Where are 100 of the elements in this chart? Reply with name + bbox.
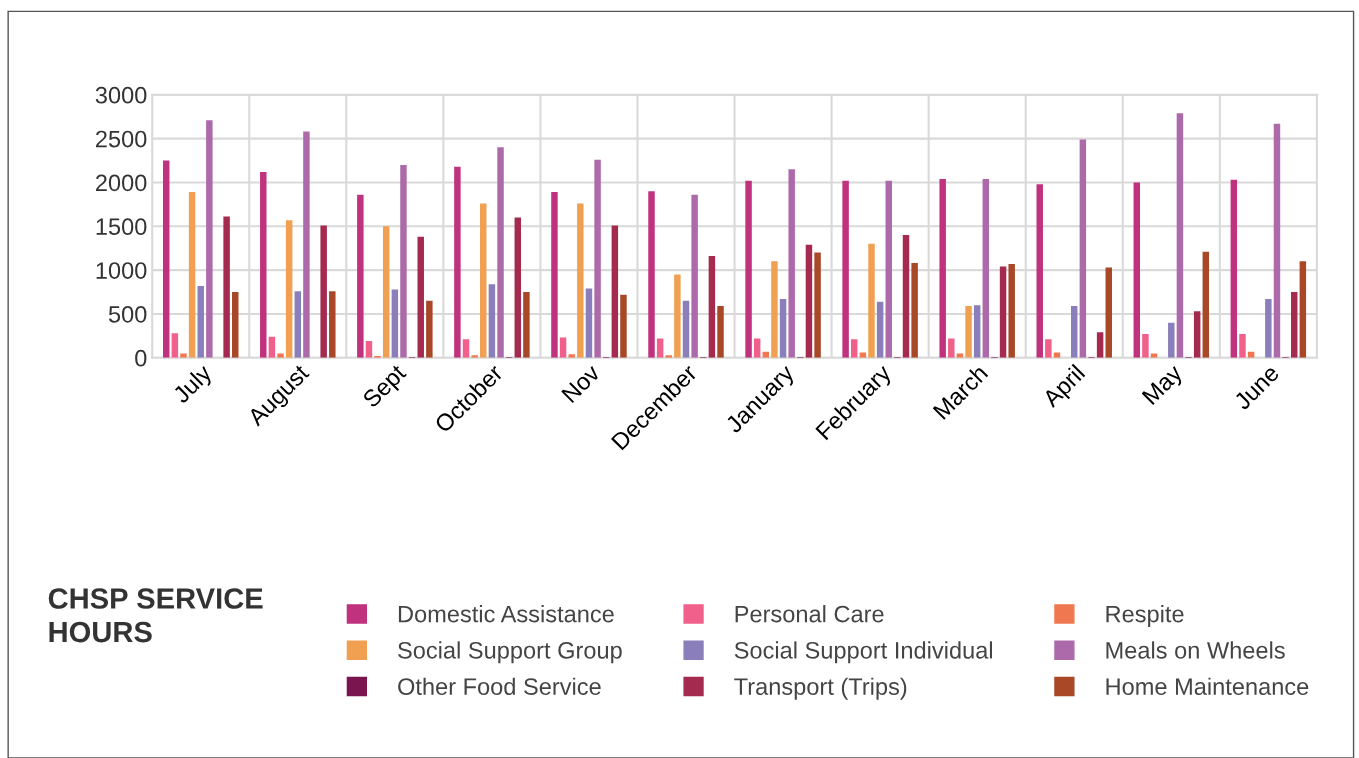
bar bbox=[1168, 322, 1175, 358]
y-tick-label: 2500 bbox=[96, 130, 147, 148]
y-tick-label: 1000 bbox=[96, 262, 147, 279]
bar bbox=[656, 338, 664, 358]
bar bbox=[523, 292, 530, 358]
bar bbox=[1193, 311, 1201, 358]
x-tick-label: May bbox=[1141, 363, 1187, 409]
legend-label: Domestic Assistance bbox=[398, 605, 614, 623]
x-tick-label: July bbox=[171, 362, 217, 408]
bar bbox=[1230, 179, 1238, 358]
bar bbox=[753, 338, 761, 358]
bar bbox=[674, 274, 681, 358]
bar bbox=[788, 169, 795, 358]
legend-label: Home Maintenance bbox=[1106, 677, 1309, 695]
bar bbox=[779, 299, 787, 358]
bar bbox=[391, 289, 399, 358]
bar bbox=[842, 180, 849, 358]
y-tick-label: 0 bbox=[135, 349, 147, 367]
y-tick-label: 3000 bbox=[95, 86, 147, 104]
y-tick-label: 500 bbox=[108, 306, 147, 323]
legend-label: Meals on Wheels bbox=[1106, 641, 1285, 659]
legend-label: Social Support Individual bbox=[734, 641, 992, 664]
bar bbox=[426, 300, 433, 358]
bar bbox=[1096, 332, 1104, 358]
bar bbox=[497, 147, 504, 358]
bar bbox=[480, 203, 487, 358]
bar bbox=[294, 291, 302, 358]
legend-label: Respite bbox=[1106, 605, 1184, 628]
bar bbox=[417, 236, 424, 358]
bar bbox=[320, 225, 327, 358]
bar bbox=[745, 180, 752, 358]
legend-label: Transport (Trips) bbox=[734, 677, 907, 700]
bar bbox=[648, 191, 655, 358]
bar bbox=[357, 194, 364, 358]
bar bbox=[708, 256, 716, 358]
legend-label: Other Food Service bbox=[398, 677, 601, 695]
bar bbox=[682, 300, 690, 358]
bar bbox=[1176, 113, 1184, 358]
bar bbox=[585, 288, 593, 358]
bar bbox=[868, 243, 875, 358]
bar bbox=[285, 220, 293, 358]
y-tick-label: 1500 bbox=[96, 218, 147, 236]
bar bbox=[488, 284, 496, 358]
bar bbox=[303, 131, 310, 358]
bar bbox=[1036, 184, 1043, 358]
bar bbox=[1299, 261, 1307, 358]
bar bbox=[162, 160, 170, 358]
legend-label: Social Support Group bbox=[398, 641, 622, 664]
bar bbox=[902, 235, 910, 358]
bar bbox=[876, 301, 884, 358]
bar bbox=[885, 180, 892, 358]
bar bbox=[206, 120, 213, 358]
bar bbox=[462, 339, 470, 358]
bar bbox=[1265, 299, 1272, 358]
y-tick-label: 2000 bbox=[96, 174, 147, 192]
bar bbox=[329, 291, 336, 358]
bar bbox=[965, 306, 972, 358]
bar bbox=[577, 203, 584, 358]
bar bbox=[717, 306, 724, 358]
bar bbox=[982, 178, 990, 358]
bar bbox=[1273, 123, 1281, 358]
bar bbox=[551, 192, 558, 358]
legend-label: Personal Care bbox=[735, 605, 884, 623]
bar bbox=[260, 171, 267, 358]
bar bbox=[939, 178, 946, 358]
legend-title: CHSP SERVICE HOURS bbox=[48, 588, 263, 643]
bar bbox=[223, 216, 230, 358]
bar bbox=[400, 164, 407, 358]
bar bbox=[197, 285, 204, 358]
bar bbox=[611, 225, 619, 358]
bar bbox=[1071, 306, 1078, 358]
bar bbox=[277, 353, 284, 358]
bar bbox=[514, 217, 522, 358]
bar bbox=[691, 194, 698, 358]
bar bbox=[1045, 339, 1052, 358]
bar bbox=[1133, 182, 1141, 358]
bar bbox=[1290, 292, 1298, 358]
bar bbox=[814, 252, 821, 358]
bar bbox=[1008, 263, 1015, 358]
bar bbox=[620, 294, 627, 358]
bar bbox=[1079, 139, 1087, 358]
bar bbox=[999, 266, 1007, 358]
bar bbox=[568, 354, 575, 358]
bar bbox=[911, 263, 918, 358]
bar bbox=[1202, 251, 1210, 358]
bar bbox=[1239, 334, 1246, 358]
bar bbox=[771, 261, 778, 358]
bar bbox=[973, 305, 981, 358]
bar bbox=[1105, 267, 1112, 358]
bar bbox=[171, 333, 179, 358]
bar bbox=[851, 339, 858, 358]
bar bbox=[188, 192, 196, 358]
x-tick-label: Nov bbox=[561, 363, 602, 404]
bar bbox=[594, 159, 601, 358]
bar bbox=[454, 166, 461, 358]
bar bbox=[805, 244, 813, 358]
bar bbox=[180, 353, 187, 358]
bar bbox=[1142, 334, 1149, 358]
bar bbox=[382, 226, 390, 358]
bar bbox=[232, 292, 239, 358]
